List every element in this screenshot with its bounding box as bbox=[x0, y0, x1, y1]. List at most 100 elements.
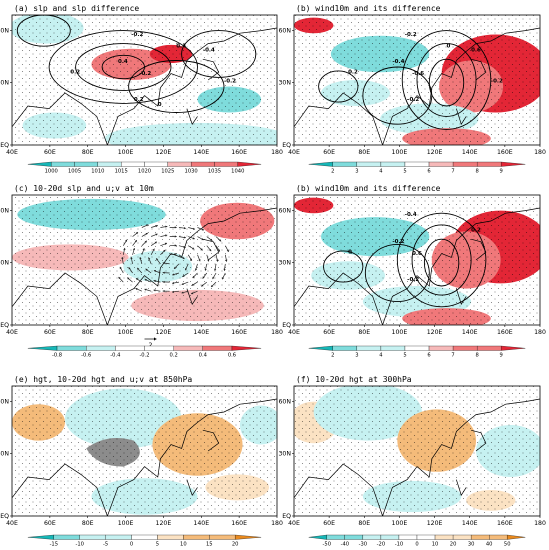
y-tick-label: 30N bbox=[278, 80, 291, 87]
contour-label: -0.2 bbox=[139, 71, 151, 77]
y-tick-label: 60N bbox=[0, 208, 9, 215]
wind-vector bbox=[145, 268, 152, 274]
contour-line bbox=[428, 58, 465, 107]
y-tick-label: 30N bbox=[0, 260, 9, 267]
panel-title: (c) 10-20d slp and u;v at 10m bbox=[14, 184, 154, 193]
x-tick-label: 40E bbox=[288, 329, 300, 336]
colorbar-segment bbox=[231, 345, 262, 351]
wind-vector bbox=[150, 248, 155, 255]
coastline bbox=[12, 398, 277, 516]
colorbar-segment bbox=[326, 534, 345, 540]
colorbar-label: 40 bbox=[486, 542, 493, 548]
wind-vector bbox=[128, 267, 133, 274]
map-frame bbox=[293, 14, 541, 146]
wind-vector bbox=[160, 234, 168, 237]
philippines-coast bbox=[456, 479, 467, 497]
x-tick-label: 160E bbox=[231, 520, 247, 527]
wind-vector bbox=[197, 245, 203, 251]
japan-coast bbox=[202, 238, 220, 261]
colorbar-segment bbox=[380, 345, 406, 351]
wind-vector bbox=[178, 245, 186, 249]
wind-vector bbox=[181, 281, 189, 285]
colorbar-segment bbox=[428, 345, 454, 351]
japan-coast bbox=[202, 58, 220, 81]
wind-vector bbox=[178, 236, 186, 239]
wind-vector bbox=[188, 236, 195, 240]
wind-vector bbox=[215, 236, 222, 242]
colorbar-segment bbox=[489, 534, 508, 540]
wind-vector bbox=[150, 241, 158, 246]
colorbar-label: 5 bbox=[156, 542, 159, 548]
wind-vector bbox=[162, 280, 170, 284]
coastline bbox=[12, 27, 277, 145]
colorbar-segment bbox=[434, 534, 454, 540]
colorbar-label: 10 bbox=[180, 542, 187, 548]
wind-vector bbox=[197, 236, 204, 241]
x-tick-label: 60E bbox=[44, 149, 56, 156]
x-tick-label: 160E bbox=[231, 329, 247, 336]
wind-vector bbox=[172, 272, 180, 276]
colorbar-segment bbox=[173, 345, 203, 351]
colorbar-segment bbox=[308, 345, 333, 351]
wind-vector bbox=[169, 253, 177, 256]
x-tick-label: 160E bbox=[497, 149, 513, 156]
colorbar-segment bbox=[452, 534, 472, 540]
x-tick-label: 80E bbox=[358, 520, 370, 527]
wind-vector bbox=[160, 242, 168, 247]
colorbar-label: -15 bbox=[50, 542, 58, 548]
wind-vector bbox=[121, 256, 124, 264]
map-frame bbox=[11, 194, 278, 326]
wind-vector bbox=[178, 254, 185, 260]
colorbar-segment bbox=[507, 534, 526, 540]
philippines-coast bbox=[186, 479, 198, 496]
y-tick-label: 60N bbox=[278, 208, 291, 215]
wind-vector bbox=[206, 254, 210, 262]
contour-line bbox=[16, 15, 71, 47]
colorbar-segment bbox=[332, 345, 358, 351]
japan-coast bbox=[471, 429, 487, 452]
colorbar-segment bbox=[452, 345, 478, 351]
wind-vector bbox=[169, 226, 177, 229]
wind-vector bbox=[141, 248, 145, 255]
colorbar-label: 1005 bbox=[68, 169, 81, 175]
wind-vector bbox=[144, 278, 152, 283]
contour-label: 0.4 bbox=[176, 44, 186, 50]
wind-vector bbox=[160, 249, 166, 256]
y-tick-label: EQ bbox=[0, 322, 9, 329]
colorbar-segment bbox=[476, 345, 502, 351]
colorbar-segment bbox=[398, 534, 418, 540]
x-tick-label: 180 bbox=[534, 329, 546, 336]
wind-vector bbox=[202, 272, 208, 279]
contour-label: 0 bbox=[447, 44, 451, 50]
colorbar-label: -10 bbox=[75, 542, 83, 548]
panel-c: (c) 10-20d slp and u;v at 10m 40E 60E 80E 10… bbox=[0, 184, 283, 359]
contour-label: -0.2 bbox=[131, 32, 143, 38]
colorbar-segment bbox=[404, 345, 430, 351]
contour-label: 0.2 bbox=[471, 227, 481, 233]
colorbar-label: -0.6 bbox=[81, 353, 91, 359]
colorbar-label: 0.6 bbox=[228, 353, 236, 359]
colorbar-label: -50 bbox=[323, 542, 331, 548]
wind-vector bbox=[204, 263, 208, 271]
panel-title: (f) 10-20d hgt at 300hPa bbox=[296, 375, 412, 384]
x-tick-label: 120E bbox=[427, 329, 443, 336]
y-tick-label: 30N bbox=[278, 451, 291, 458]
x-tick-label: 100E bbox=[392, 520, 408, 527]
contour-line bbox=[128, 60, 225, 113]
colorbar-label: 2 bbox=[331, 169, 334, 175]
colorbar-label: 3 bbox=[355, 353, 358, 359]
colorbar-label: 50 bbox=[504, 542, 511, 548]
panel-d: (b) wind10m and its difference -0.4 -0.2 0.… bbox=[278, 184, 546, 359]
wind-vector bbox=[173, 263, 180, 270]
y-tick-label: EQ bbox=[282, 322, 291, 329]
colorbar-segment bbox=[332, 161, 358, 167]
colorbar-segment bbox=[157, 534, 184, 540]
colorbar-segment bbox=[237, 161, 262, 167]
y-tick-label: 30N bbox=[0, 451, 9, 458]
colorbar-segment bbox=[501, 161, 526, 167]
colorbar-label: 1035 bbox=[208, 169, 221, 175]
wind-vector bbox=[212, 272, 217, 280]
contour-label: -0.2 bbox=[405, 32, 417, 38]
wind-vector bbox=[153, 270, 161, 274]
panel-title: (e) hgt, 10-20d hgt and u;v at 850hPa bbox=[14, 375, 192, 384]
